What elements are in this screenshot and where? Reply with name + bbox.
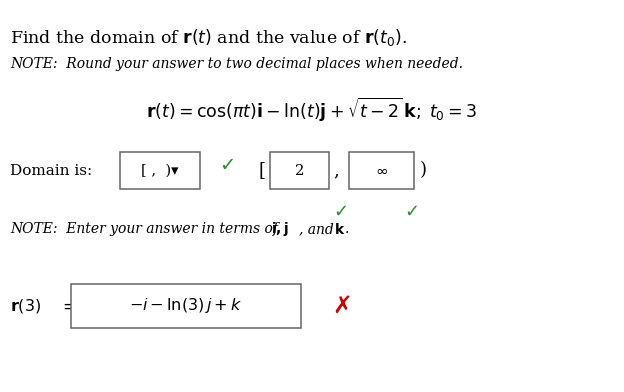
Text: $-i - \ln(3)\, j + k$: $-i - \ln(3)\, j + k$ xyxy=(129,296,243,315)
Text: ,: , xyxy=(334,162,339,180)
Text: NOTE:  Enter your answer in terms of: NOTE: Enter your answer in terms of xyxy=(10,222,282,236)
FancyBboxPatch shape xyxy=(349,152,414,189)
Text: ✓: ✓ xyxy=(404,203,419,221)
Text: , and: , and xyxy=(299,222,338,236)
Text: $=$: $=$ xyxy=(59,297,77,314)
Text: .: . xyxy=(344,222,349,236)
Text: ✓: ✓ xyxy=(334,203,349,221)
Text: $\mathbf{k}$: $\mathbf{k}$ xyxy=(334,222,345,237)
Text: Domain is:: Domain is: xyxy=(10,163,92,178)
FancyBboxPatch shape xyxy=(270,152,329,189)
Text: $\mathbf{r}(3)$: $\mathbf{r}(3)$ xyxy=(10,297,41,315)
Text: ): ) xyxy=(419,162,426,180)
Text: [: [ xyxy=(259,162,266,180)
Text: $\mathbf{r}(t) = \cos(\pi t)\mathbf{i} - \ln(t)\mathbf{j} + \sqrt{t-2}\,\mathbf{: $\mathbf{r}(t) = \cos(\pi t)\mathbf{i} -… xyxy=(147,96,477,124)
Text: NOTE:  Round your answer to two decimal places when needed.: NOTE: Round your answer to two decimal p… xyxy=(10,57,463,71)
Text: ✓: ✓ xyxy=(220,156,236,175)
Text: Find the domain of $\mathbf{r}(t)$ and the value of $\mathbf{r}(t_0)$.: Find the domain of $\mathbf{r}(t)$ and t… xyxy=(10,27,407,49)
Text: 2: 2 xyxy=(295,163,304,178)
FancyBboxPatch shape xyxy=(120,152,200,189)
Text: $\infty$: $\infty$ xyxy=(375,163,388,178)
Text: [ ,  )▾: [ , )▾ xyxy=(141,163,179,178)
Text: ✗: ✗ xyxy=(332,294,352,318)
FancyBboxPatch shape xyxy=(71,284,301,328)
Text: $\mathbf{i, j}$: $\mathbf{i, j}$ xyxy=(271,220,290,238)
